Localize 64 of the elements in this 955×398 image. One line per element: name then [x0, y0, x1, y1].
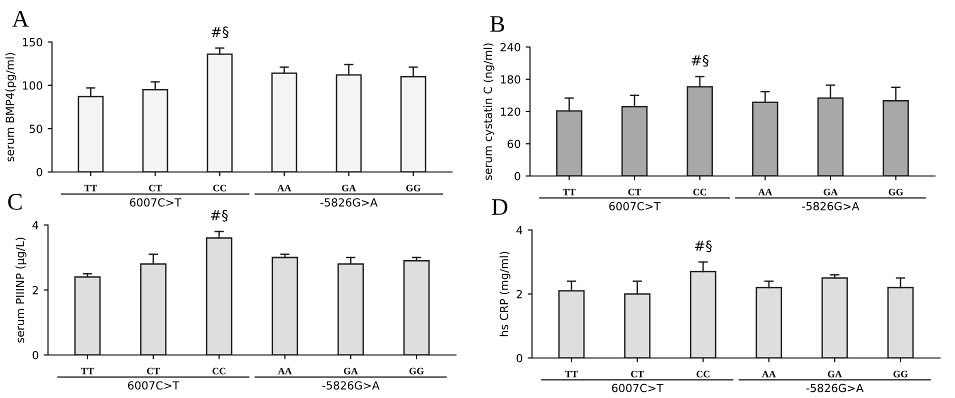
- x-tick-label: AA: [277, 184, 292, 192]
- y-tick-label: 2: [32, 286, 38, 294]
- y-axis-title: serum cystatin C (ng/ml): [483, 43, 494, 180]
- x-tick-label: GA: [342, 184, 356, 192]
- y-tick-label: 120: [500, 107, 520, 116]
- y-tick-label: 0: [32, 350, 38, 360]
- x-tick-label: CT: [631, 370, 644, 378]
- chart-title: C: [8, 194, 22, 210]
- x-tick-label: TT: [84, 184, 98, 192]
- bar: [206, 53, 233, 172]
- bar: [74, 276, 101, 355]
- x-tick-label: TT: [562, 188, 576, 196]
- bar: [403, 260, 430, 355]
- x-tick-label: GA: [824, 188, 838, 196]
- x-tick-label: CC: [213, 184, 226, 192]
- annotation: #§: [692, 55, 708, 67]
- y-tick-label: 60: [508, 140, 520, 148]
- y-tick-label: 100: [22, 81, 42, 90]
- y-axis-title: hs CRP (mg/ml): [500, 252, 510, 336]
- y-axis-title: serum PIIINP (μg/L): [16, 238, 26, 343]
- text: -5826G>A: [806, 384, 864, 392]
- text: 6007C>T: [130, 198, 182, 207]
- x-tick-label: GA: [344, 368, 358, 374]
- y-tick-label: 50: [30, 124, 42, 134]
- text: -5826G>A: [802, 202, 860, 210]
- x-tick-label: AA: [278, 368, 292, 374]
- text: -5826G>A: [322, 381, 380, 390]
- bar: [272, 256, 298, 355]
- x-tick-label: TT: [565, 370, 578, 378]
- x-tick-label: GG: [406, 184, 421, 192]
- x-tick-label: AA: [762, 370, 776, 378]
- y-tick-label: 180: [500, 75, 520, 84]
- x-tick-label: GG: [409, 368, 424, 374]
- annotation: #§: [210, 210, 228, 222]
- y-tick-label: 4: [32, 221, 38, 230]
- y-tick-label: 0: [36, 168, 42, 176]
- text: 6007C>T: [609, 202, 661, 210]
- chart-title: D: [492, 199, 508, 215]
- annotation: #§: [694, 240, 712, 252]
- y-tick-label: 0: [514, 172, 520, 180]
- x-tick-label: CC: [693, 188, 706, 196]
- chart-title: A: [12, 10, 29, 27]
- y-tick-label: 240: [500, 42, 520, 52]
- x-tick-label: CC: [212, 368, 226, 374]
- text: 6007C>T: [128, 381, 180, 390]
- x-tick-label: CT: [147, 368, 160, 374]
- text: -5826G>A: [320, 198, 378, 207]
- annotation: #§: [212, 26, 228, 38]
- y-tick-label: 0: [516, 354, 522, 362]
- y-tick-label: 2: [516, 290, 522, 298]
- y-tick-label: 4: [516, 226, 522, 234]
- x-tick-label: GG: [893, 370, 908, 378]
- x-tick-label: CT: [148, 184, 162, 192]
- x-tick-label: GG: [888, 188, 904, 196]
- x-tick-label: GA: [828, 370, 842, 378]
- y-axis-title: serum BMP4(pg/ml): [5, 52, 16, 162]
- y-tick-label: 150: [22, 38, 42, 46]
- x-tick-label: CT: [628, 188, 642, 196]
- chart-title: B: [490, 16, 504, 32]
- bar: [822, 277, 848, 358]
- x-tick-label: AA: [758, 188, 772, 196]
- text: 6007C>T: [612, 384, 664, 392]
- x-tick-label: CC: [696, 370, 710, 378]
- x-tick-label: TT: [81, 368, 94, 374]
